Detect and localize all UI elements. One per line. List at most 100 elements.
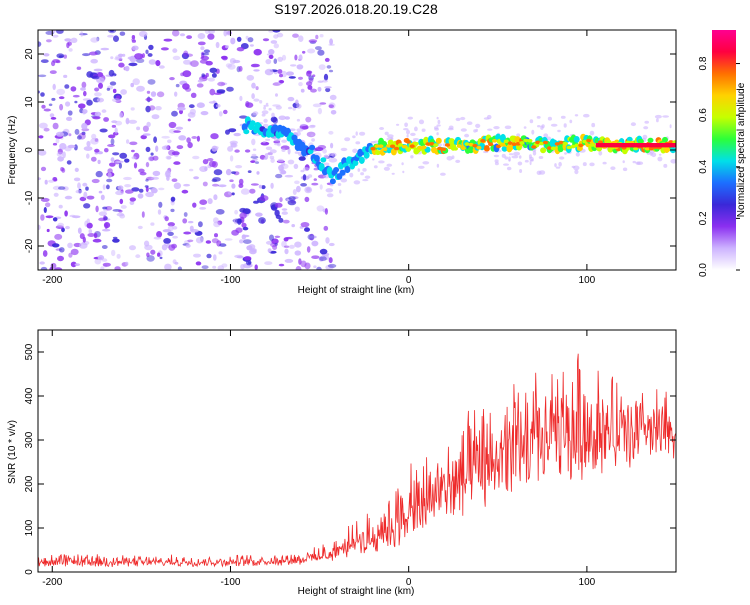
halo-cell <box>550 123 558 127</box>
noise-cell <box>125 189 134 194</box>
noise-cell <box>90 58 98 64</box>
halo-cell <box>403 128 409 131</box>
noise-cell <box>268 49 275 55</box>
noise-cell <box>51 243 60 248</box>
noise-cell <box>298 156 306 161</box>
noise-cell <box>54 267 63 270</box>
halo-cell <box>635 161 641 165</box>
noise-cell <box>88 229 93 234</box>
noise-cell <box>129 245 136 251</box>
halo-cell <box>559 156 565 160</box>
halo-cell <box>401 162 404 166</box>
noise-cell <box>247 37 254 43</box>
noise-cell <box>323 225 329 231</box>
noise-cell <box>67 242 73 249</box>
noise-cell <box>66 116 73 121</box>
noise-cell <box>258 217 266 224</box>
noise-cell <box>240 264 245 270</box>
noise-cell <box>228 191 232 195</box>
noise-cell <box>195 237 204 244</box>
noise-cell <box>324 86 332 89</box>
halo-cell <box>294 151 300 154</box>
noise-cell <box>272 244 278 250</box>
halo-cell <box>658 153 662 156</box>
noise-cell <box>281 211 288 215</box>
noise-cell <box>255 161 259 164</box>
noise-cell <box>137 225 143 230</box>
noise-cell <box>86 218 90 224</box>
noise-cell <box>217 265 225 270</box>
noise-cell <box>267 248 272 253</box>
noise-cell <box>239 115 248 119</box>
noise-cell <box>110 138 115 146</box>
halo-cell <box>271 112 275 118</box>
halo-cell <box>275 105 282 110</box>
noise-cell <box>74 263 81 266</box>
signal-cell <box>318 162 325 172</box>
noise-cell <box>59 103 64 111</box>
halo-cell <box>352 135 356 139</box>
noise-cell <box>38 41 42 47</box>
colorbar: 0.0 0.2 0.4 0.6 0.8 Normalized spectral ampl… <box>698 30 747 277</box>
y-tick-label: 300 <box>24 431 35 448</box>
noise-cell <box>201 73 205 78</box>
noise-cell <box>40 59 49 63</box>
halo-cell <box>575 152 580 157</box>
noise-cell <box>114 266 121 270</box>
signal-cell <box>339 169 346 176</box>
signal-peak-max <box>638 143 642 148</box>
halo-cell <box>434 126 439 130</box>
noise-cell <box>203 49 210 53</box>
halo-cell <box>503 163 509 166</box>
colorbar-tick-label: 0.8 <box>698 56 709 70</box>
noise-cell <box>138 31 148 37</box>
noise-cell <box>72 94 80 98</box>
noise-cell <box>101 245 108 249</box>
signal-cell <box>374 150 381 156</box>
noise-cell <box>234 209 239 215</box>
noise-cell <box>265 59 272 65</box>
signal-peak-max <box>651 143 655 148</box>
halo-cell <box>360 172 364 176</box>
noise-cell <box>155 60 161 67</box>
noise-cell <box>242 226 249 231</box>
halo-cell <box>643 126 649 130</box>
halo-cell <box>662 115 669 118</box>
noise-cell <box>157 209 162 215</box>
noise-cell <box>116 160 124 163</box>
noise-cell <box>40 266 48 270</box>
signal-peak <box>554 142 560 146</box>
noise-cell <box>92 116 101 120</box>
noise-cell <box>106 184 110 190</box>
halo-cell <box>262 141 266 144</box>
colorbar-tick-label: 0.0 <box>698 263 709 277</box>
x-tick-label: -200 <box>42 275 62 286</box>
halo-cell <box>543 133 549 138</box>
noise-cell <box>108 134 116 139</box>
halo-cell <box>339 189 342 194</box>
halo-cell <box>406 134 409 138</box>
noise-cell <box>200 55 210 61</box>
noise-cell <box>187 118 191 122</box>
halo-cell <box>582 162 587 167</box>
noise-cell <box>49 70 57 74</box>
halo-cell <box>277 158 284 163</box>
signal-cell <box>508 144 514 151</box>
noise-cell <box>306 70 312 77</box>
halo-cell <box>402 170 405 174</box>
noise-cell <box>95 170 103 178</box>
halo-cell <box>352 148 358 153</box>
noise-cell <box>76 66 82 70</box>
noise-cell <box>292 189 297 195</box>
halo-cell <box>359 131 366 136</box>
noise-cell <box>129 141 138 146</box>
noise-cell <box>225 63 232 68</box>
noise-cell <box>319 184 323 190</box>
noise-cell <box>192 202 197 208</box>
noise-cell <box>281 162 286 166</box>
noise-cell <box>83 146 93 152</box>
signal-peak <box>460 146 466 150</box>
noise-cell <box>94 87 100 92</box>
noise-cell <box>255 86 259 91</box>
halo-cell <box>296 128 304 132</box>
